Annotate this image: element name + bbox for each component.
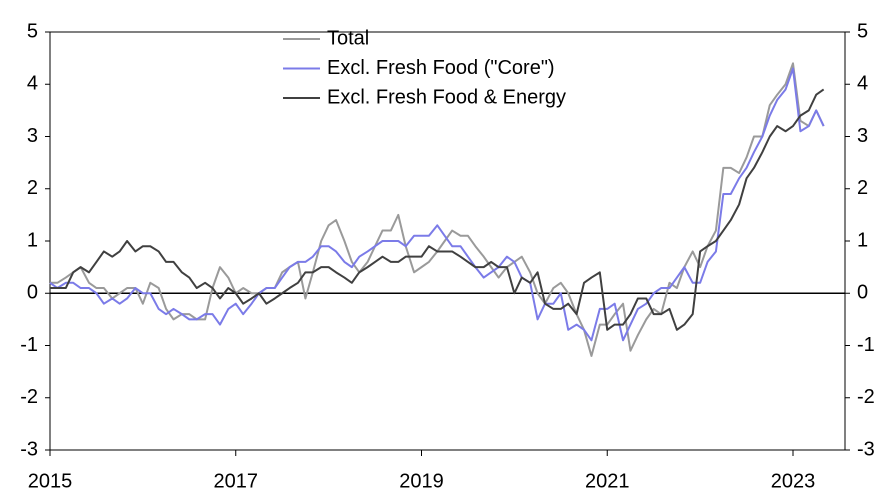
series-line	[50, 88, 825, 331]
legend-label: Total	[327, 27, 369, 49]
series-line	[49, 67, 825, 342]
y-tick-label: 1	[27, 229, 38, 251]
y2-tick-label: 0	[857, 282, 868, 304]
y2-tick-label: -1	[857, 334, 875, 356]
x-tick-label: 2015	[28, 470, 73, 492]
y-tick-label: 5	[27, 20, 38, 42]
y2-tick-label: 2	[857, 177, 868, 199]
y2-tick-label: 5	[857, 20, 868, 42]
y-tick-label: -1	[20, 334, 38, 356]
legend-label: Excl. Fresh Food ("Core")	[327, 57, 555, 79]
x-tick-label: 2023	[771, 470, 816, 492]
y-tick-label: 0	[27, 282, 38, 304]
y2-tick-label: 1	[857, 229, 868, 251]
y-tick-label: 3	[27, 125, 38, 147]
y-tick-label: 2	[27, 177, 38, 199]
x-tick-label: 2019	[399, 470, 444, 492]
y2-tick-label: 4	[857, 73, 868, 95]
y2-tick-label: -2	[857, 386, 875, 408]
y2-tick-label: -3	[857, 438, 875, 460]
x-tick-label: 2021	[585, 470, 630, 492]
y2-tick-label: 3	[857, 125, 868, 147]
y-tick-label: 4	[27, 73, 38, 95]
x-tick-label: 2017	[213, 470, 258, 492]
legend-label: Excl. Fresh Food & Energy	[327, 86, 566, 108]
y-tick-label: -2	[20, 386, 38, 408]
y-tick-label: -3	[20, 438, 38, 460]
